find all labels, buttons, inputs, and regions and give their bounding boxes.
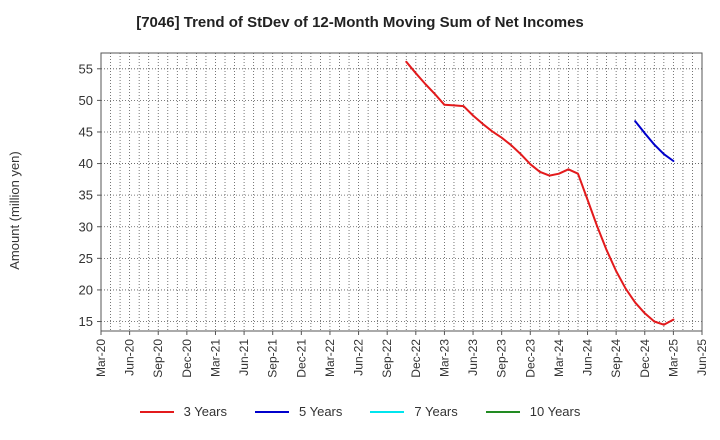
legend-label: 5 Years [299,404,343,419]
legend-label: 7 Years [414,404,458,419]
legend-item-5-years: 5 Years [255,404,342,419]
legend-label: 10 Years [529,404,581,419]
x-tick-label: Sep-24 [609,339,623,378]
y-tick-label: 45 [79,124,93,139]
plot-frame [100,52,703,332]
x-tick-label: Dec-23 [523,339,537,378]
y-tick-label: 55 [79,61,93,76]
x-tick-label: Sep-20 [151,339,165,378]
series-line-3-years [405,60,675,326]
legend-swatch [139,410,174,413]
y-tick-label: 50 [79,93,93,108]
x-tick-label: Dec-21 [294,339,308,378]
grid-layer [101,53,702,331]
series-line-5-years [634,120,675,162]
x-tick-label: Mar-24 [552,339,566,377]
legend-label: 3 Years [183,404,227,419]
x-tick-label: Jun-21 [237,339,251,376]
legend-swatch [255,410,289,413]
x-tick-label: Jun-22 [352,339,366,376]
x-tick-label: Sep-22 [380,339,394,378]
legend-swatch [370,410,405,413]
legend-item-3-years: 3 Years [139,404,227,419]
y-tick-label: 30 [79,219,93,234]
x-tick-label: Sep-23 [495,339,509,378]
y-tick-label: 20 [79,282,93,297]
x-tick-label: Jun-25 [695,339,709,376]
y-tick-label: 15 [79,314,93,329]
y-tick-label: 35 [79,188,93,203]
x-tick-label: Mar-23 [437,339,451,377]
legend-item-7-years: 7 Years [370,404,458,419]
x-tick-layer: Mar-20 Jun-20 Sep-20 Dec-20 Mar-21 Jun-21 Sep-… [94,331,709,378]
y-tick-layer: 15 20 25 30 35 40 45 50 55 [79,61,101,329]
y-tick-label: 25 [79,251,93,266]
x-tick-label: Dec-22 [409,339,423,378]
x-tick-label: Jun-24 [581,339,595,376]
x-tick-label: Mar-25 [666,339,680,377]
x-tick-label: Mar-20 [94,339,108,377]
legend-swatch [485,410,520,413]
x-tick-label: Dec-20 [180,339,194,378]
x-tick-label: Jun-20 [123,339,137,376]
x-tick-label: Mar-22 [323,339,337,377]
x-tick-label: Mar-21 [208,339,222,377]
x-tick-label: Jun-23 [466,339,480,376]
chart-title: [7046] Trend of StDev of 12-Month Moving… [136,14,584,31]
legend: 3 Years 5 Years 7 Years 10 Years [0,404,720,419]
y-tick-label: 40 [79,156,93,171]
x-tick-label: Sep-21 [266,339,280,378]
legend-item-10-years: 10 Years [485,404,581,419]
series-layer [405,60,675,326]
x-tick-label: Dec-24 [638,339,652,378]
